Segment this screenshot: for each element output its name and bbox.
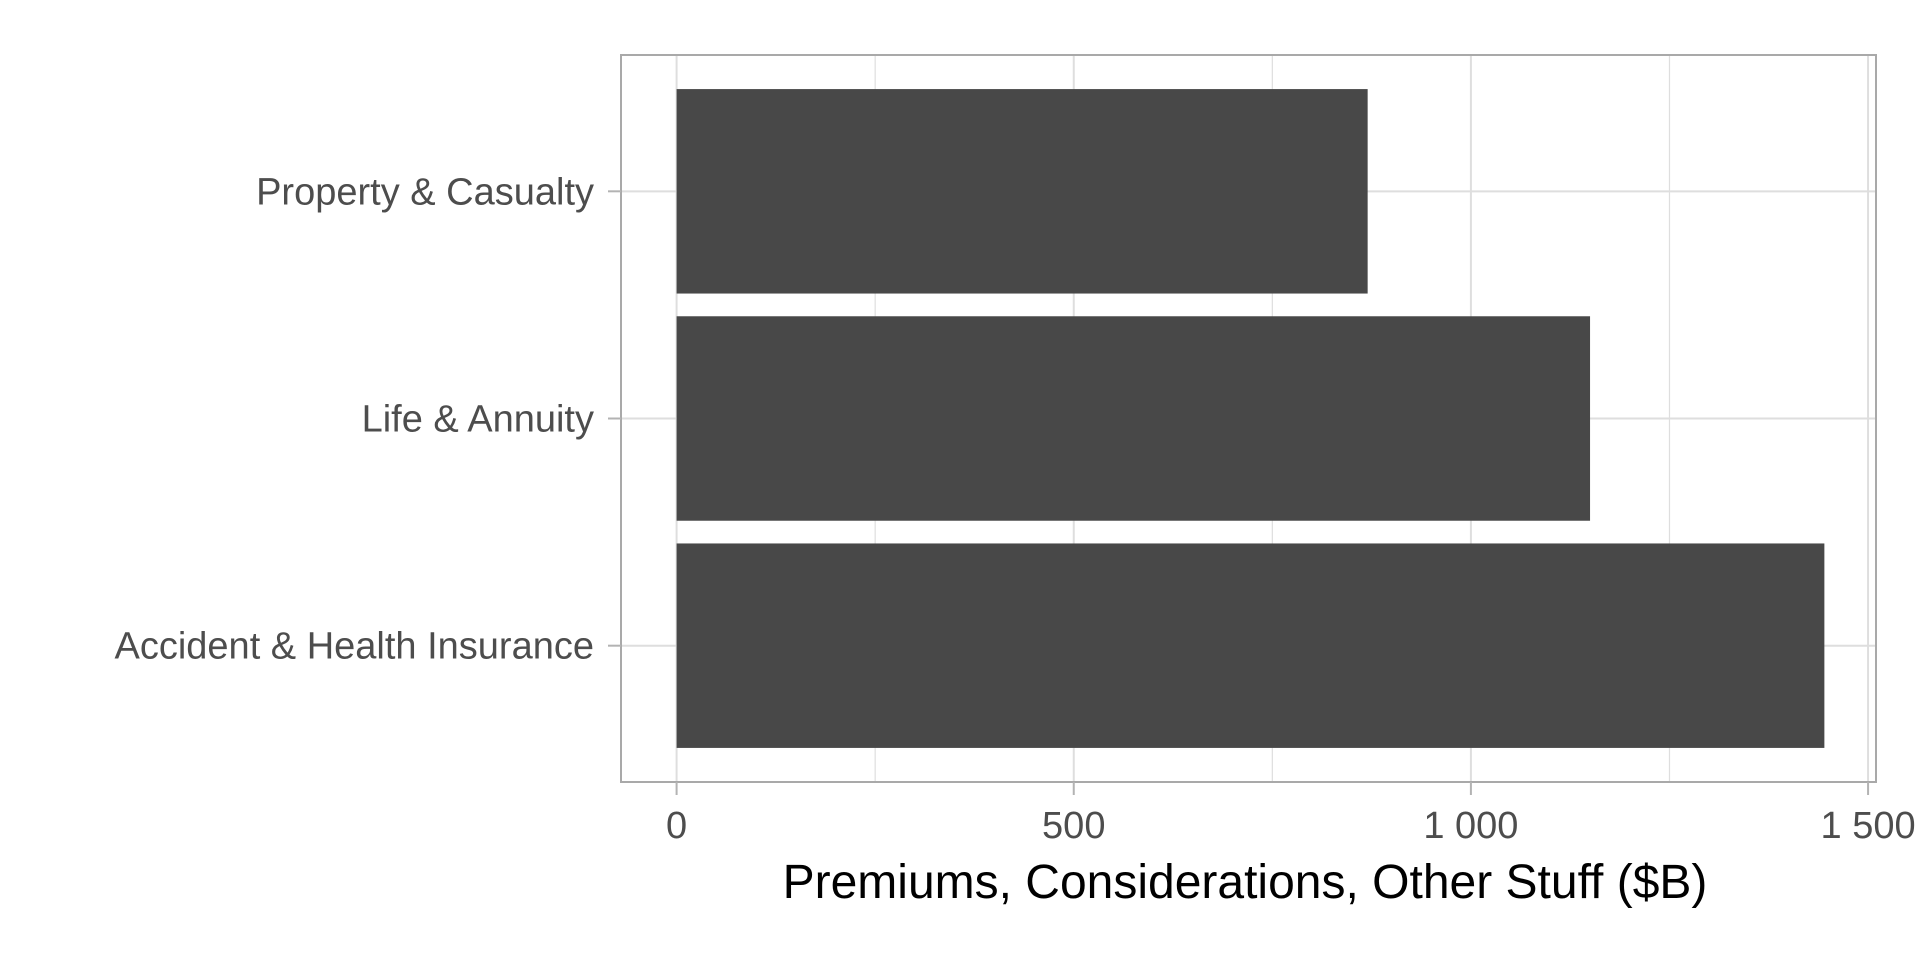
x-tick-label: 1 000: [1423, 805, 1518, 847]
x-tick-label: 1 500: [1821, 805, 1916, 847]
y-tick-label: Property & Casualty: [256, 171, 594, 213]
axis-ticks: [608, 190, 1870, 795]
bar: [676, 543, 1825, 748]
bar: [676, 89, 1368, 294]
x-tick-labels: 0 500 1 000 1 500: [666, 805, 1916, 847]
y-tick-labels: Accident & Health Insurance Life & Annuit…: [115, 171, 595, 667]
bar: [676, 316, 1591, 521]
x-axis-title: Premiums, Considerations, Other Stuff ($…: [783, 856, 1708, 909]
x-tick-label: 500: [1042, 805, 1105, 847]
bars: [676, 89, 1825, 748]
x-tick-label: 0: [666, 805, 687, 847]
y-tick-label: Life & Annuity: [362, 399, 594, 441]
y-tick-label: Accident & Health Insurance: [115, 626, 595, 668]
